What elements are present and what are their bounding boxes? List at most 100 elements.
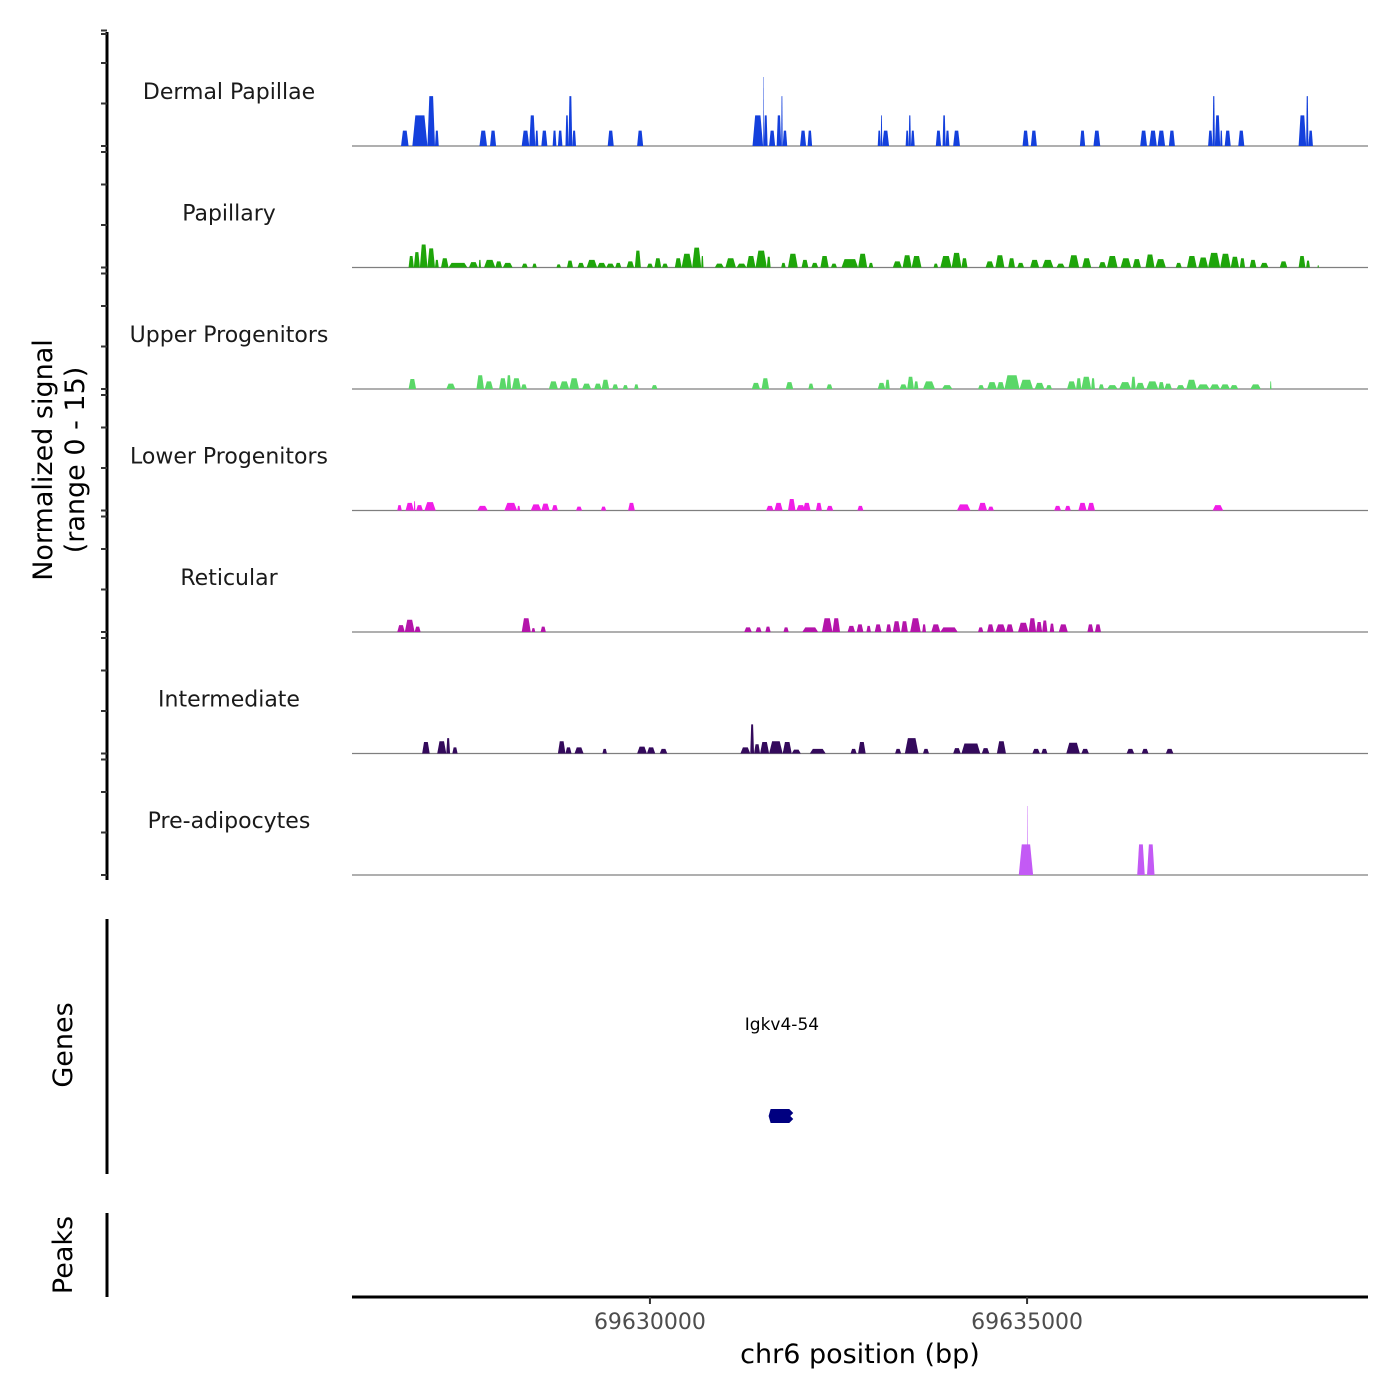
signal-peak: [530, 504, 542, 511]
signal-peak: [490, 130, 497, 146]
signal-peak: [892, 621, 901, 632]
signal-peak: [766, 505, 774, 511]
genes-panel-label: Genes: [48, 1002, 79, 1087]
signal-peak: [646, 747, 656, 754]
signal-peak: [996, 741, 1006, 754]
signal-peak: [565, 115, 569, 146]
signal-peak: [483, 259, 496, 268]
signal-peak: [787, 499, 796, 511]
signal-peak: [1078, 502, 1087, 511]
signal-peak: [754, 744, 761, 754]
signal-peak: [651, 385, 658, 389]
signal-peak: [531, 628, 536, 632]
signal-peak: [1140, 130, 1147, 146]
x-axis-title: chr6 position (bp): [740, 1339, 980, 1370]
signal-peak: [1030, 130, 1037, 146]
signal-peak: [785, 382, 794, 389]
signal-peak: [502, 262, 513, 268]
signal-peak: [1068, 255, 1080, 268]
signal-peak: [987, 382, 997, 389]
track-pre-adipocytes: Pre-adipocytes: [148, 806, 1368, 876]
signal-peak: [574, 747, 584, 754]
signal-peak: [606, 263, 615, 268]
signal-peak: [832, 618, 841, 632]
signal-peak: [761, 378, 770, 389]
signal-peak: [922, 624, 926, 632]
x-tick-label: 69635000: [971, 1310, 1083, 1335]
signal-peak: [1220, 384, 1230, 389]
signal-peak: [601, 379, 610, 389]
signal-peak: [576, 506, 583, 511]
signal-peak: [1081, 376, 1092, 389]
signal-peak: [763, 77, 764, 146]
signal-peak: [674, 258, 682, 268]
signal-peak: [783, 627, 789, 632]
signal-peak: [1137, 844, 1145, 875]
signal-peak: [763, 115, 768, 146]
signal-peak: [1027, 806, 1028, 875]
signal-peak: [922, 748, 930, 754]
signal-peak: [1034, 382, 1045, 389]
signal-peak: [935, 130, 942, 146]
coverage-y-ticks: [101, 29, 107, 876]
signal-peak: [597, 262, 607, 268]
signal-peak: [826, 384, 833, 389]
signal-peak: [995, 255, 1005, 268]
signal-peak: [953, 748, 961, 754]
track-reticular: Reticular: [180, 566, 1368, 633]
x-tick-label: 69630000: [594, 1310, 706, 1335]
signal-peak: [413, 252, 420, 268]
signal-peak: [787, 253, 798, 268]
signal-peak: [521, 130, 530, 146]
signal-peak: [401, 130, 409, 146]
signal-peak: [902, 255, 912, 268]
signal-peak: [978, 627, 984, 632]
signal-peak: [594, 383, 602, 389]
signal-peak: [956, 504, 971, 511]
signal-peak: [1230, 256, 1240, 268]
signal-peak: [1186, 379, 1197, 389]
signal-peak: [565, 747, 572, 754]
signal-peak: [602, 748, 607, 754]
track-label: Upper Progenitors: [130, 323, 329, 348]
signal-peak: [847, 625, 856, 632]
signal-peak: [511, 378, 521, 389]
signal-peak: [414, 626, 421, 632]
signal-peak: [626, 261, 635, 268]
signal-peak: [424, 502, 436, 511]
signal-peak: [412, 115, 428, 146]
signal-peak: [766, 256, 771, 268]
signal-peak: [877, 130, 881, 146]
signal-peak: [1087, 502, 1095, 511]
signal-peak: [1022, 130, 1029, 146]
signal-peak: [714, 263, 724, 268]
signal-peak: [1145, 254, 1155, 268]
signal-peak: [978, 385, 985, 389]
signal-peak: [1155, 259, 1166, 268]
signal-peak: [634, 384, 639, 389]
signal-peak: [1067, 381, 1077, 389]
signal-peak: [427, 248, 435, 268]
signal-peak: [1017, 262, 1025, 268]
signal-peak: [504, 502, 518, 511]
signal-peak: [908, 115, 911, 146]
signal-peak: [933, 263, 939, 268]
signal-peak: [520, 384, 527, 389]
signal-peak: [752, 115, 764, 146]
signal-peak: [615, 262, 622, 268]
signal-peak: [953, 130, 960, 146]
signal-peak: [622, 385, 629, 389]
signal-peak: [736, 263, 747, 268]
signal-peak: [506, 375, 512, 389]
signal-peak: [548, 381, 558, 389]
signal-peak: [628, 502, 635, 511]
signal-peak: [1260, 262, 1269, 268]
signal-peak: [940, 627, 958, 632]
signal-peak: [1212, 96, 1215, 146]
signal-peak: [910, 618, 921, 632]
signal-peak: [1041, 748, 1048, 754]
signal-peak: [1094, 624, 1101, 632]
signal-peak: [1019, 379, 1034, 389]
signal-peak: [1091, 378, 1095, 389]
signal-peak: [1229, 385, 1239, 389]
